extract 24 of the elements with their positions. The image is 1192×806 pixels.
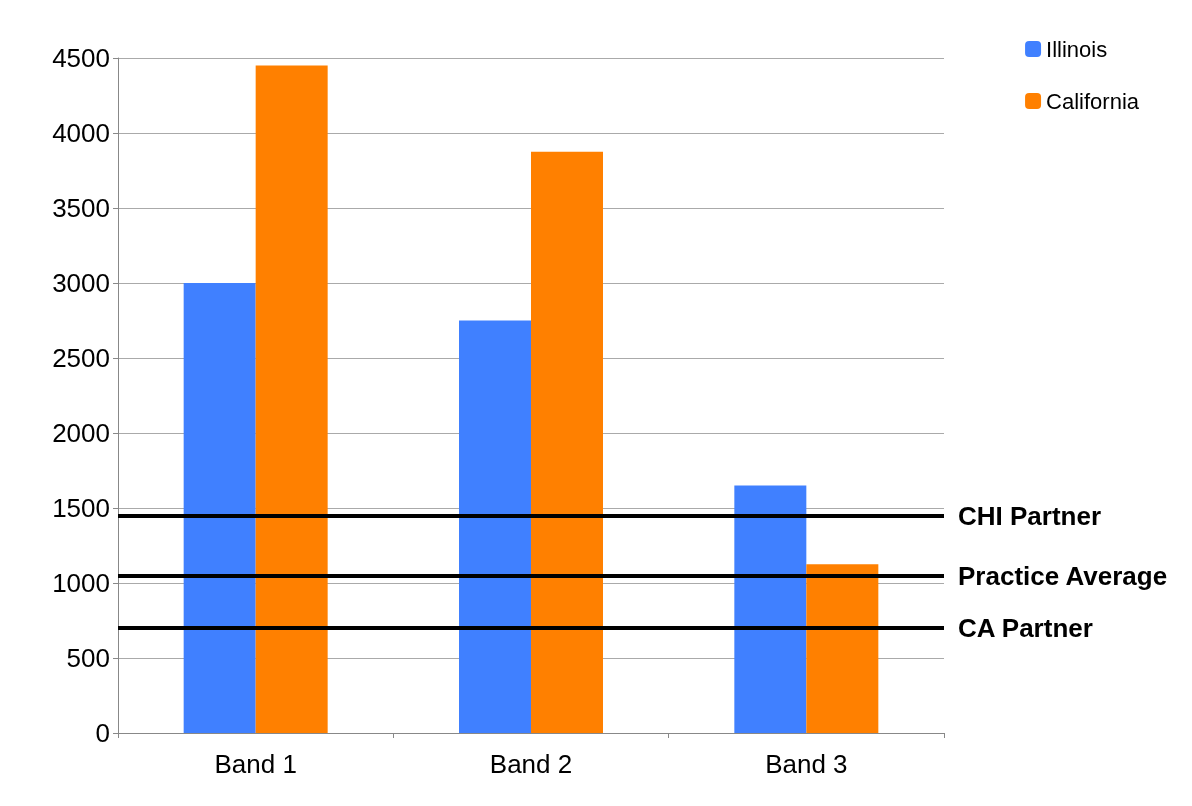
bar (734, 485, 807, 733)
y-tick-label: 4500 (52, 43, 110, 73)
y-tick-label: 3500 (52, 193, 110, 223)
bar (806, 564, 879, 733)
y-tick-label: 4000 (52, 118, 110, 148)
bar (183, 283, 256, 733)
y-tick-label: 1000 (52, 568, 110, 598)
y-tick-label: 2500 (52, 343, 110, 373)
ref-line-label: CA Partner (958, 613, 1093, 643)
bar (531, 151, 603, 733)
x-tick-label: Band 2 (489, 749, 573, 779)
x-tick-label: Band 1 (214, 749, 297, 779)
y-tick-label: 1500 (52, 493, 110, 523)
y-tick-label: 500 (66, 643, 110, 673)
ref-line-label: CHI Partner (958, 500, 1102, 531)
legend-label: California (1046, 88, 1140, 114)
y-tick-label: 2000 (52, 418, 110, 448)
y-tick-label: 0 (95, 718, 110, 748)
bar (459, 320, 531, 733)
bar (255, 65, 328, 733)
x-tick-label: Band 3 (765, 749, 848, 779)
legend-label: Illinois (1046, 36, 1108, 62)
ref-line-label: Practice Average (958, 560, 1168, 591)
y-tick-label: 3000 (52, 268, 110, 298)
